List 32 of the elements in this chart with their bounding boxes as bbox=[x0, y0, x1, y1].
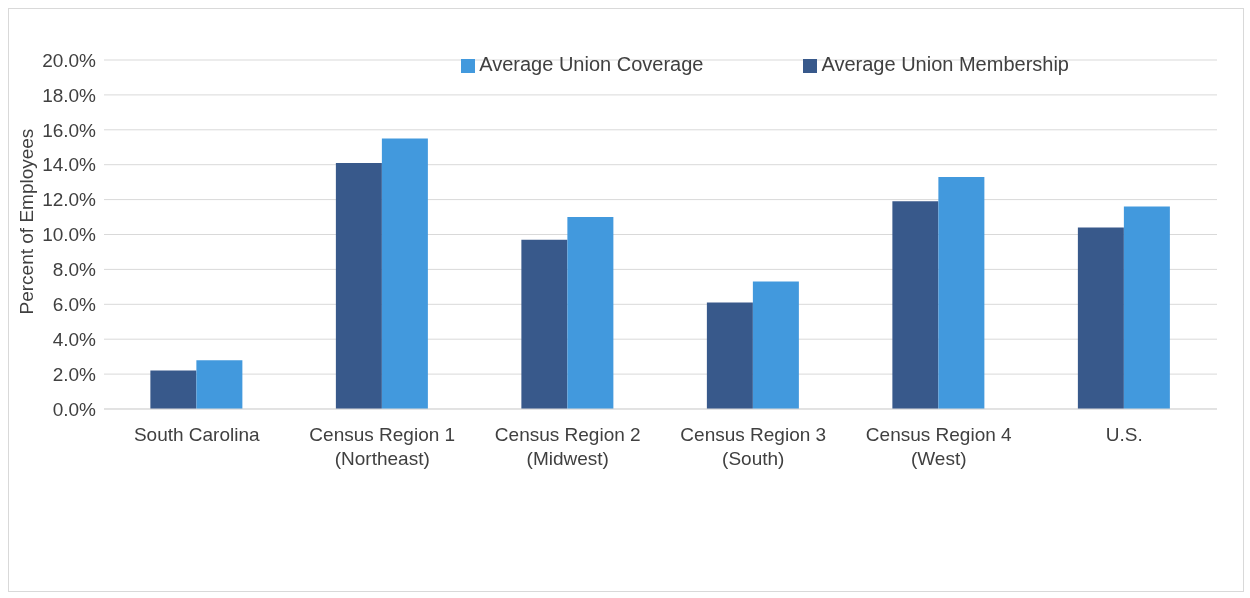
bar bbox=[521, 239, 568, 409]
bar bbox=[150, 370, 197, 409]
y-tick-label: 8.0% bbox=[52, 259, 97, 281]
x-tick-label: Census Region 1 (Northeast) bbox=[309, 424, 456, 469]
y-tick-label: 6.0% bbox=[52, 294, 97, 316]
y-tick-label: 12.0% bbox=[42, 189, 97, 211]
x-tick-label: Census Region 3 (South) bbox=[680, 424, 827, 469]
x-tick-label: Census Region 4 (West) bbox=[865, 424, 1013, 469]
bar bbox=[1123, 206, 1170, 409]
y-tick-label: 10.0% bbox=[42, 224, 97, 246]
bar bbox=[892, 201, 939, 409]
legend-label: Average Union Coverage bbox=[479, 53, 704, 75]
y-axis-title: Percent of Employees bbox=[15, 128, 37, 315]
x-tick-label: Census Region 2 (Midwest) bbox=[494, 424, 641, 469]
y-tick-label: 16.0% bbox=[42, 119, 97, 141]
y-tick-label: 20.0% bbox=[42, 49, 97, 71]
y-tick-label: 2.0% bbox=[52, 363, 97, 385]
bar bbox=[335, 162, 382, 409]
legend-label: Average Union Membership bbox=[821, 53, 1069, 75]
bar bbox=[706, 302, 753, 409]
bar bbox=[1077, 227, 1124, 409]
bar bbox=[938, 176, 985, 409]
y-tick-label: 14.0% bbox=[42, 154, 97, 176]
bar bbox=[381, 138, 428, 409]
y-tick-label: 18.0% bbox=[42, 84, 97, 106]
y-tick-label: 4.0% bbox=[52, 328, 97, 350]
x-tick-label: South Carolina bbox=[133, 424, 261, 445]
bar bbox=[196, 360, 243, 409]
x-tick-label: U.S. bbox=[1105, 424, 1143, 445]
y-tick-label: 0.0% bbox=[52, 398, 97, 420]
bar bbox=[567, 217, 614, 409]
bar bbox=[752, 281, 799, 409]
